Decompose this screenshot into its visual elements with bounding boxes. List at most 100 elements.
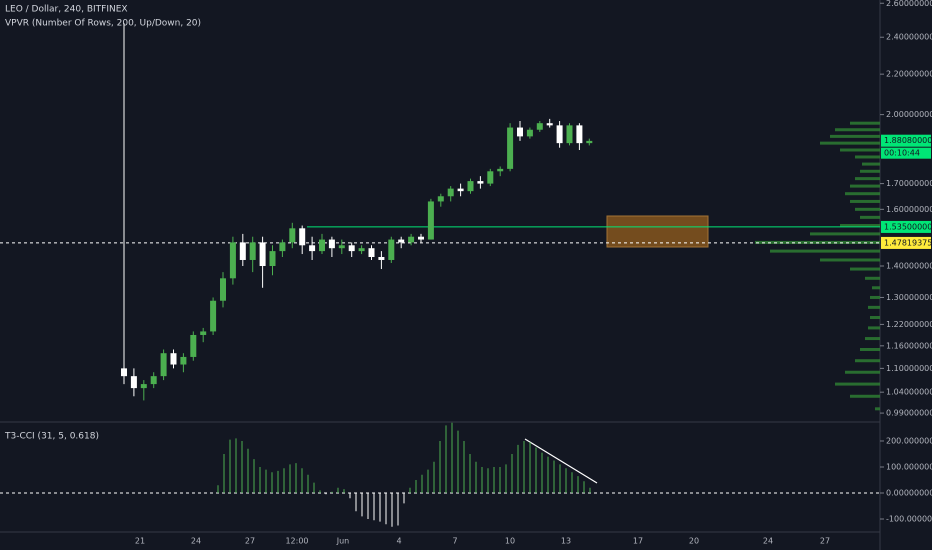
volume-profile-bar xyxy=(850,184,880,188)
cci-tick-label: 200.00000000 xyxy=(886,436,932,445)
candle-body xyxy=(467,181,474,192)
candle-body xyxy=(507,127,514,169)
candle-body xyxy=(398,239,405,243)
candle-body xyxy=(239,242,246,260)
trend-line xyxy=(524,438,598,484)
candle-body xyxy=(517,127,523,137)
countdown-box xyxy=(881,147,931,159)
candle-body xyxy=(556,125,563,144)
candle-body xyxy=(427,201,434,240)
candle-body xyxy=(269,251,276,267)
volume-profile-bar xyxy=(845,192,880,196)
x-tick-label: 12:00 xyxy=(285,537,308,546)
y-tick-label: 0.99000000 xyxy=(886,409,932,418)
volume-profile-bar xyxy=(875,407,880,411)
x-tick-label: 21 xyxy=(135,537,145,546)
volume-profile-bar xyxy=(850,121,880,125)
candle-body xyxy=(210,300,217,332)
x-tick-label: 24 xyxy=(191,537,201,546)
volume-profile-bar xyxy=(850,267,880,271)
price-marker-box xyxy=(881,236,931,249)
candle-body xyxy=(229,242,236,279)
volume-profile-bar xyxy=(868,305,880,309)
cci-title: T3-CCI (31, 5, 0.618) xyxy=(4,432,99,442)
candle-body xyxy=(546,123,553,126)
candle-body xyxy=(586,140,593,144)
y-tick-label: 1.22000000 xyxy=(886,320,932,329)
candle-body xyxy=(566,125,573,144)
candle-body xyxy=(130,376,137,389)
candle-body xyxy=(576,125,583,144)
candle-body xyxy=(418,236,424,240)
y-tick-label: 1.04000000 xyxy=(886,388,932,397)
price-marker-box xyxy=(881,134,931,147)
volume-profile-bar xyxy=(855,207,880,211)
volume-profile-bar xyxy=(860,169,880,173)
candle-body xyxy=(457,188,464,192)
candle-body xyxy=(348,245,355,252)
candle-body xyxy=(279,242,286,252)
candle-body xyxy=(140,384,147,389)
y-tick-label: 2.40000000 xyxy=(886,33,932,42)
x-tick-label: 7 xyxy=(452,537,457,546)
candle-body xyxy=(487,171,494,184)
volume-profile-bar xyxy=(855,177,880,181)
x-tick-label: Jun xyxy=(336,537,350,546)
cci-tick-label: 100.00000000 xyxy=(886,462,932,471)
x-tick-label: 24 xyxy=(763,537,773,546)
volume-profile-bar xyxy=(820,141,880,145)
cci-tick-label: 0.00000000 xyxy=(886,488,932,497)
x-tick-label: 20 xyxy=(689,537,699,546)
volume-profile-bar xyxy=(870,316,880,320)
volume-profile-bar xyxy=(860,215,880,219)
volume-profile-bar xyxy=(865,276,880,280)
volume-profile-bar xyxy=(770,249,880,253)
x-tick-label: 10 xyxy=(505,537,515,546)
y-tick-label: 2.60000000 xyxy=(886,0,932,8)
volume-profile-bar xyxy=(865,337,880,341)
price-marker-label: 1.47819375 xyxy=(884,238,932,247)
zone-box xyxy=(606,215,709,248)
candle-body xyxy=(477,181,484,184)
volume-profile-bar xyxy=(850,199,880,203)
candle-body xyxy=(328,239,335,249)
price-marker-label: 1.88080000 xyxy=(884,136,932,145)
candle-body xyxy=(309,245,316,252)
y-tick-label: 1.40000000 xyxy=(886,262,932,271)
volume-profile-bar xyxy=(830,134,880,138)
cci-tick-label: -100.00000000 xyxy=(886,514,932,523)
x-tick-label: 13 xyxy=(561,537,571,546)
volume-profile-bar xyxy=(835,128,880,132)
volume-profile-bar xyxy=(845,370,880,374)
y-tick-label: 2.00000000 xyxy=(886,110,932,119)
price-marker-box xyxy=(881,220,931,233)
volume-profile-bar xyxy=(840,148,880,152)
candle-body xyxy=(388,239,395,260)
candle-body xyxy=(170,353,177,365)
volume-profile-bar xyxy=(855,155,880,159)
candle-body xyxy=(319,239,325,252)
volume-profile-bar xyxy=(850,394,880,398)
x-tick-label: 4 xyxy=(396,537,401,546)
volume-profile-bar xyxy=(810,232,880,236)
candle-body xyxy=(338,245,345,249)
candle-body xyxy=(160,353,167,377)
symbol-title: LEO / Dollar, 240, BITFINEX xyxy=(5,5,128,15)
candle-body xyxy=(150,376,157,385)
volume-profile-bar xyxy=(862,162,880,166)
candle-body xyxy=(200,331,207,335)
candle-body xyxy=(121,368,127,377)
y-tick-label: 1.70000000 xyxy=(886,179,932,188)
y-tick-label: 2.20000000 xyxy=(886,70,932,79)
candle-body xyxy=(180,356,187,365)
candle-body xyxy=(358,248,365,252)
x-tick-label: 27 xyxy=(820,537,830,546)
volume-profile-bar xyxy=(755,240,880,244)
candle-body xyxy=(408,236,415,243)
candle-body xyxy=(289,228,296,243)
candle-body xyxy=(526,129,533,137)
volume-profile-bar xyxy=(872,286,880,290)
y-tick-label: 1.16000000 xyxy=(886,341,932,350)
countdown-label: 00:10:44 xyxy=(884,149,920,158)
